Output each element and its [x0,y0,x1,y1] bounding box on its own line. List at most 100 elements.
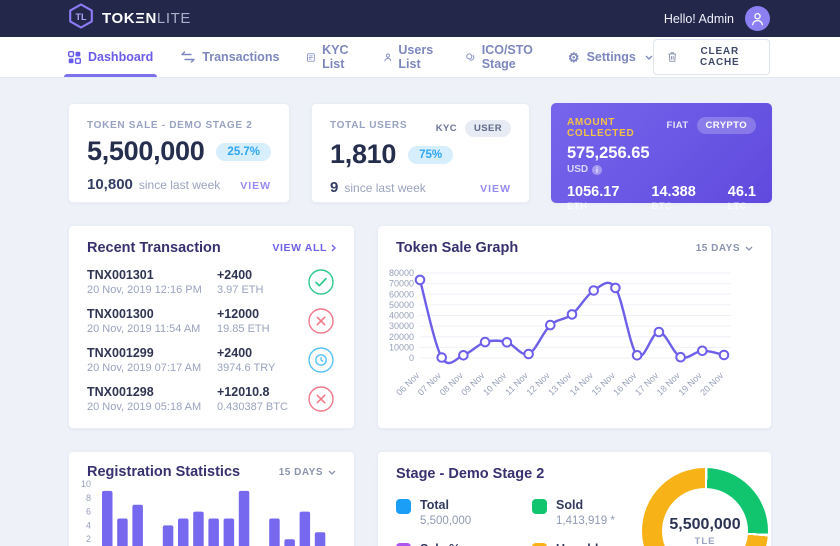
svg-text:80000: 80000 [389,268,414,278]
nav-item-settings[interactable]: ⚙ Settings [568,37,653,77]
registration-bar-chart: 10 8 6 4 2 [81,480,326,546]
tab-user[interactable]: USER [464,120,511,137]
svg-text:20 Nov: 20 Nov [698,370,726,398]
svg-text:8: 8 [86,493,91,503]
percent-badge: 25.7% [216,142,272,161]
dashboard-grid-icon [68,50,81,64]
tab-kyc[interactable]: KYC [435,123,457,134]
nav-item-dashboard[interactable]: Dashboard [63,37,158,77]
svg-text:i: i [596,167,598,174]
card-title: TOKEN SALE - DEMO STAGE 2 [87,120,253,131]
status-pending-clock-icon[interactable] [308,347,334,373]
token-sale-line-chart: 0100002000030000400005000060000700008000… [389,268,731,398]
nav-item-users-list[interactable]: Users List [383,37,438,77]
transfer-arrows-icon [181,51,195,63]
brand-name: TOKΞNLITE [102,10,191,27]
kyc-document-icon [307,52,316,62]
svg-text:40000: 40000 [389,311,414,321]
eth-amount: 1056.17 ETH [566,184,620,212]
transaction-row[interactable]: TNX001301 20 Nov, 2019 12:16 PM +2400 3.… [69,262,354,301]
chevron-right-icon [331,244,336,252]
legend-swatch-sold [532,499,547,514]
user-avatar[interactable] [745,6,770,31]
tokenlite-logo-icon: TL [68,3,94,34]
transaction-amount: +2400 [217,346,253,360]
panel-title: Registration Statistics [87,464,241,480]
transaction-crypto: 3974.6 TRY [217,362,276,374]
panel-title: Token Sale Graph [396,240,519,256]
card-title: TOTAL USERS [330,120,408,131]
transaction-crypto: 3.97 ETH [217,284,264,296]
svg-text:6: 6 [86,507,91,517]
transaction-row[interactable]: TNX001300 20 Nov, 2019 11:54 AM +12000 1… [69,301,354,340]
svg-text:30000: 30000 [389,321,414,331]
transaction-id: TNX001301 [87,268,154,282]
range-select[interactable]: 15 DAYS [696,243,753,254]
gear-icon: ⚙ [567,49,580,65]
transaction-id: TNX001299 [87,346,154,360]
tab-crypto[interactable]: CRYPTO [696,117,756,134]
currency-label: USD [566,164,589,175]
legend-item-unsold: Unsold 4,086,082 [532,542,642,546]
legend-swatch-total [396,499,411,514]
transaction-row[interactable]: TNX001298 20 Nov, 2019 05:18 AM +12010.8… [69,379,354,418]
token-sale-card: TOKEN SALE - DEMO STAGE 2 5,500,000 25.7… [68,103,291,203]
delta-caption: since last week [138,178,221,192]
transaction-date: 20 Nov, 2019 11:54 AM [87,323,201,335]
donut-center-value: 5,500,000 [669,515,741,533]
panel-title: Stage - Demo Stage 2 [396,466,545,482]
view-link[interactable]: VIEW [480,183,511,195]
greeting-text: Hello! Admin [663,11,734,26]
transaction-id: TNX001298 [87,385,154,399]
svg-text:TL: TL [76,12,87,22]
total-users-card: TOTAL USERS KYC USER 1,810 75% 9 since l… [311,103,530,203]
amount-collected-card: AMOUNT COLLECTED FIAT CRYPTO 575,256.65 … [550,103,772,212]
svg-text:50000: 50000 [389,300,414,310]
token-sale-value: 5,500,000 [87,136,205,166]
transaction-date: 20 Nov, 2019 07:17 AM [87,362,202,374]
tab-fiat[interactable]: FIAT [666,120,689,131]
brand-logo[interactable]: TL TOKΞNLITE [68,3,191,34]
status-rejected-icon[interactable] [308,308,334,334]
view-all-link[interactable]: VIEW ALL [272,242,336,254]
card-title: AMOUNT COLLECTED [566,117,635,139]
legend-swatch-unsold [532,543,547,546]
info-icon[interactable]: i [592,164,603,175]
delta-caption: since last week [344,181,426,195]
range-select[interactable]: 15 DAYS [279,467,336,478]
transaction-amount: +12000 [217,307,260,321]
legend-item-total: Total 5,500,000 [396,498,518,527]
registration-statistics-panel: Registration Statistics 15 DAYS 10 8 6 4 2 [68,451,355,546]
status-rejected-icon[interactable] [308,386,334,412]
transaction-row[interactable]: TNX001299 20 Nov, 2019 07:17 AM +2400 39… [69,340,354,379]
legend-swatch-sale-pct [396,543,411,546]
status-approved-icon[interactable] [308,269,334,295]
transaction-date: 20 Nov, 2019 05:18 AM [87,401,202,413]
nav-item-transactions[interactable]: Transactions [181,37,279,77]
transaction-date: 20 Nov, 2019 12:16 PM [87,284,202,296]
chevron-down-icon [645,55,653,60]
svg-text:20000: 20000 [389,332,414,342]
chevron-down-icon [328,470,336,475]
svg-text:4: 4 [86,520,91,530]
stage-donut-chart: 5,500,000 TLE [642,468,768,546]
chevron-down-icon [745,246,753,251]
amount-collected-value: 575,256.65 [566,144,650,162]
clear-cache-button[interactable]: CLEAR CACHE [652,39,770,75]
person-icon [752,12,763,25]
svg-text:0: 0 [409,353,414,363]
svg-text:10: 10 [81,480,91,489]
svg-text:70000: 70000 [389,279,414,289]
transaction-amount: +12010.8 [217,385,270,399]
nav-item-ico-sto-stage[interactable]: ICO/STO Stage [465,37,540,77]
delta-value: 10,800 [87,176,133,193]
legend-item-sale-pct: Sale % 25.7% Sold [396,542,518,546]
delta-value: 9 [330,179,339,196]
svg-text:60000: 60000 [389,289,414,299]
legend-item-sold: Sold 1,413,919 * [532,498,642,527]
user-icon [383,53,392,62]
transaction-amount: +2400 [217,268,253,282]
transaction-crypto: 0.430387 BTC [217,401,288,413]
view-link[interactable]: VIEW [240,180,272,192]
nav-item-kyc-list[interactable]: KYC List [307,37,355,77]
